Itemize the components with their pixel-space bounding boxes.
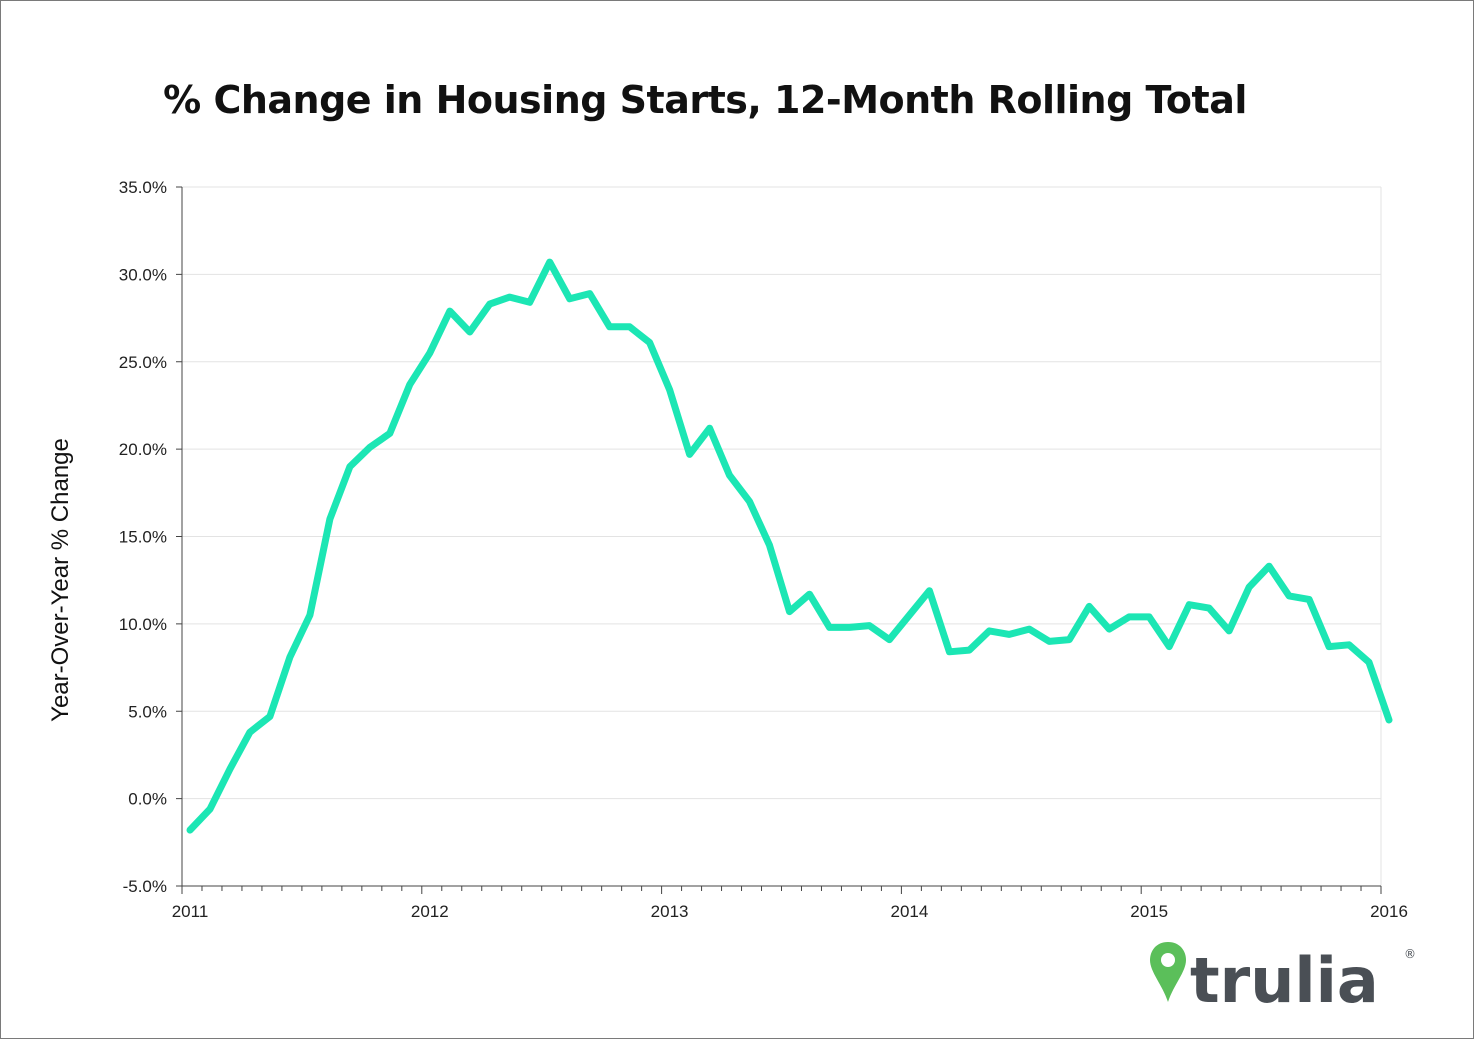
- y-tick-label: 30.0%: [119, 265, 167, 284]
- axes: [176, 186, 1382, 894]
- x-tick-label: 2013: [651, 902, 689, 921]
- y-tick-label: -5.0%: [123, 877, 167, 896]
- x-tick-label: 2012: [411, 902, 449, 921]
- chart-title: % Change in Housing Starts, 12-Month Rol…: [163, 78, 1247, 122]
- series-line: [186, 258, 1393, 834]
- y-tick-labels: -5.0% 0.0% 5.0% 10.0% 15.0% 20.0% 25.0% 30.0% 35…: [119, 178, 167, 896]
- trulia-logo: trulia ®: [1150, 942, 1416, 1016]
- y-tick-label: 0.0%: [128, 790, 167, 809]
- x-tick-labels: 2011 2012 2013 2014 2015 2016: [172, 902, 1408, 921]
- y-tick-label: 35.0%: [119, 178, 167, 197]
- x-tick-label: 2014: [890, 902, 928, 921]
- y-tick-label: 5.0%: [128, 702, 167, 721]
- x-tick-label: 2016: [1370, 902, 1408, 921]
- logo-registered-mark: ®: [1404, 947, 1416, 961]
- y-tick-label: 25.0%: [119, 353, 167, 372]
- y-tick-label: 10.0%: [119, 615, 167, 634]
- logo-wordmark: trulia: [1190, 944, 1379, 1016]
- y-tick-label: 15.0%: [119, 528, 167, 547]
- gridlines: [182, 186, 1382, 886]
- series-lines: [186, 258, 1393, 834]
- x-tick-label: 2015: [1130, 902, 1168, 921]
- map-pin-icon: [1150, 942, 1186, 1002]
- y-axis-title: Year-Over-Year % Change: [47, 438, 74, 722]
- x-tick-label: 2011: [172, 902, 209, 921]
- y-tick-label: 20.0%: [119, 440, 167, 459]
